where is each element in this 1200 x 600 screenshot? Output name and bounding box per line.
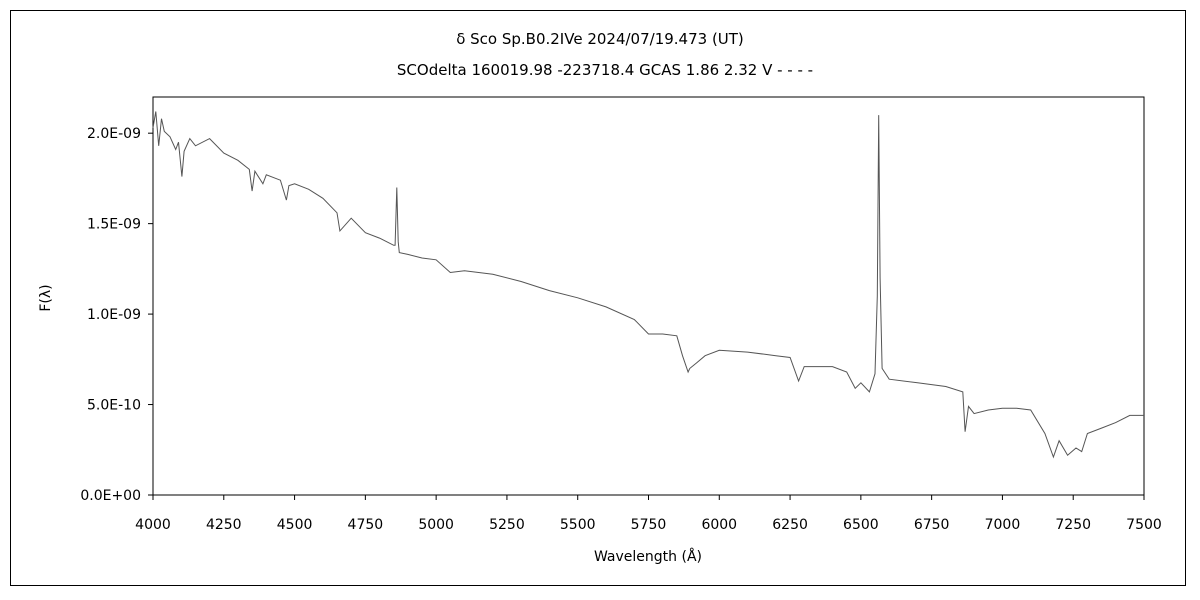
- y-tick-label: 1.5E-09: [87, 217, 141, 233]
- chart-subtitle: SCOdelta 160019.98 -223718.4 GCAS 1.86 2…: [397, 61, 813, 79]
- x-tick-label: 4500: [277, 517, 313, 533]
- series-line: [152, 111, 1144, 459]
- y-tick-label: 2.0E-09: [87, 126, 141, 142]
- x-axis-ticks: 4000 4250 4500 4750 5000 5250 5500 5750 6000 6250…: [135, 495, 1162, 533]
- plot-area: [152, 96, 1145, 496]
- x-axis-label: Wavelength (Å): [594, 548, 702, 565]
- x-tick-label: 6750: [914, 517, 950, 533]
- x-tick-label: 5500: [560, 517, 596, 533]
- x-tick-label: 6250: [772, 517, 808, 533]
- x-tick-label: 5250: [489, 517, 525, 533]
- figure-frame: [10, 10, 1186, 586]
- y-tick-label: 1.0E-09: [87, 307, 141, 323]
- x-tick-label: 7500: [1126, 517, 1162, 533]
- chart-title: δ Sco Sp.B0.2IVe 2024/07/19.473 (UT): [456, 30, 744, 48]
- x-tick-label: 5000: [418, 517, 454, 533]
- x-tick-label: 6000: [701, 517, 737, 533]
- y-axis-ticks: 0.0E+00 5.0E-10 1.0E-09 1.5E-09 2.0E-09: [80, 126, 153, 504]
- x-tick-label: 7250: [1055, 517, 1091, 533]
- x-tick-label: 6500: [843, 517, 879, 533]
- x-tick-label: 4000: [135, 517, 171, 533]
- y-tick-label: 0.0E+00: [80, 488, 141, 504]
- x-tick-label: 5750: [631, 517, 667, 533]
- y-tick-label: 5.0E-10: [87, 398, 141, 414]
- x-tick-label: 4750: [348, 517, 384, 533]
- x-tick-label: 7000: [985, 517, 1021, 533]
- y-axis-label: F(λ): [38, 284, 54, 311]
- x-tick-label: 4250: [206, 517, 242, 533]
